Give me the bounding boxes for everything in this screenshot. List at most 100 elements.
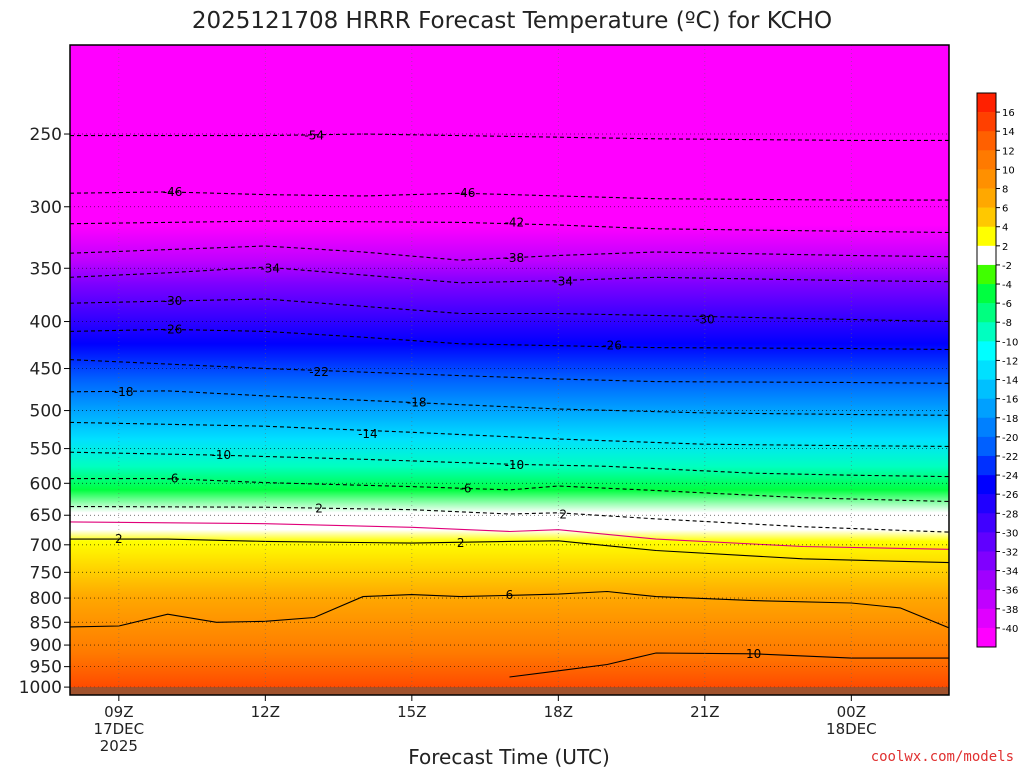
colorbar-swatch bbox=[977, 417, 996, 438]
isotherm-line bbox=[70, 245, 949, 261]
contour-label: -14 bbox=[358, 427, 378, 441]
y-tick-label: 950 bbox=[30, 658, 62, 678]
contour-label: 10 bbox=[746, 647, 761, 661]
colorbar-label: 6 bbox=[1002, 204, 1008, 215]
colorbar-swatch bbox=[977, 131, 996, 151]
colorbar-swatch bbox=[977, 150, 996, 170]
isotherm-line bbox=[70, 590, 949, 629]
y-tick-label: 450 bbox=[30, 360, 62, 380]
colorbar: 16 14 12 10 8 6 4 2 -2 -4 -6 -8 -10 -12 -14 -16 -18 -20 -2… bbox=[976, 92, 1018, 648]
colorbar-swatch bbox=[977, 379, 996, 399]
temperature-field bbox=[70, 45, 949, 695]
contour-label: -30 bbox=[695, 313, 715, 327]
colorbar-label: -14 bbox=[1002, 376, 1018, 387]
colorbar-label: -36 bbox=[1002, 586, 1018, 597]
colorbar-swatch bbox=[977, 570, 996, 590]
x-tick-label: 12Z bbox=[251, 703, 280, 721]
y-tick-label: 400 bbox=[30, 313, 62, 333]
colorbar-label: -30 bbox=[1002, 528, 1018, 539]
contour-label: 2 bbox=[559, 508, 567, 522]
y-tick-label: 350 bbox=[30, 259, 62, 279]
colorbar-swatch bbox=[977, 188, 996, 208]
colorbar-swatch bbox=[977, 303, 996, 323]
isotherm-line bbox=[70, 266, 949, 284]
contour-label: 6 bbox=[506, 588, 514, 602]
colorbar-label: 14 bbox=[1002, 127, 1015, 138]
x-tick-label: 00Z bbox=[837, 703, 866, 721]
contour-label: -6 bbox=[460, 482, 472, 496]
colorbar-label: -20 bbox=[1002, 433, 1018, 444]
colorbar-swatch bbox=[977, 112, 996, 132]
colorbar-label: -2 bbox=[1002, 261, 1012, 272]
colorbar-label: -6 bbox=[1002, 299, 1012, 310]
colorbar-swatch bbox=[977, 589, 996, 610]
y-tick-label: 800 bbox=[30, 589, 62, 609]
contour-label: -18 bbox=[407, 396, 427, 410]
contour-label: -6 bbox=[167, 472, 179, 486]
colorbar-label: 16 bbox=[1002, 108, 1015, 119]
isotherm-line bbox=[70, 390, 949, 416]
contour-label: -42 bbox=[505, 215, 525, 229]
isotherm-line bbox=[70, 521, 949, 550]
colorbar-swatch bbox=[977, 226, 996, 247]
colorbar-label: -40 bbox=[1002, 624, 1018, 635]
isotherm-line bbox=[70, 451, 949, 478]
contour-label: -54 bbox=[304, 129, 324, 143]
y-tick-label: 750 bbox=[30, 563, 62, 583]
isotherm-group bbox=[70, 133, 949, 678]
colorbar-label: 12 bbox=[1002, 146, 1015, 157]
colorbar-swatch bbox=[977, 284, 996, 304]
plot-frame bbox=[69, 44, 950, 696]
colorbar-label: -28 bbox=[1002, 509, 1018, 520]
y-tick-label: 250 bbox=[30, 125, 62, 145]
x-tick-label: 17DEC bbox=[94, 720, 145, 738]
ground-below-surface bbox=[70, 687, 949, 695]
x-tick-label: 15Z bbox=[397, 703, 426, 721]
colorbar-label: -22 bbox=[1002, 452, 1018, 463]
colorbar-swatch bbox=[977, 455, 996, 476]
colorbar-label: -10 bbox=[1002, 337, 1018, 348]
plot-area: -54 -46 -46 -42 -38 -34 -34 -30 -30 -26 -26 -22 -18 -… bbox=[70, 45, 949, 695]
colorbar-label: 4 bbox=[1002, 223, 1008, 234]
x-tick-label: 2025 bbox=[100, 737, 138, 755]
colorbar-label: -4 bbox=[1002, 280, 1012, 291]
colorbar-frame bbox=[976, 92, 997, 648]
contour-label: -34 bbox=[260, 261, 280, 275]
contour-label: 2 bbox=[115, 532, 123, 546]
y-tick-label: 300 bbox=[30, 198, 62, 218]
colorbar-label: -12 bbox=[1002, 356, 1018, 367]
x-axis-label: Forecast Time (UTC) bbox=[408, 745, 610, 768]
y-tick-label: 650 bbox=[30, 506, 62, 526]
contour-label: -46 bbox=[163, 185, 183, 199]
colorbar-swatch bbox=[977, 627, 996, 648]
chart-title: 2025121708 HRRR Forecast Temperature (ºC… bbox=[192, 8, 832, 34]
colorbar-swatch bbox=[977, 475, 996, 495]
y-tick-label: 500 bbox=[30, 402, 62, 422]
isotherm-line bbox=[70, 298, 949, 323]
contour-label: -46 bbox=[456, 186, 476, 200]
isotherm-line bbox=[70, 359, 949, 384]
contour-label: -18 bbox=[114, 385, 134, 399]
x-tick-label: 18Z bbox=[544, 703, 573, 721]
contour-label: -30 bbox=[163, 294, 183, 308]
contour-label: -26 bbox=[602, 339, 622, 353]
colorbar-label: -18 bbox=[1002, 414, 1018, 425]
y-tick-label: 1000 bbox=[19, 678, 62, 698]
y-tick-label: 850 bbox=[30, 613, 62, 633]
x-tick-label: 21Z bbox=[690, 703, 719, 721]
colorbar-label: 8 bbox=[1002, 185, 1008, 196]
contour-label: -38 bbox=[505, 251, 525, 265]
colorbar-swatch bbox=[977, 513, 996, 533]
isotherm-line bbox=[70, 191, 949, 201]
contour-label: -10 bbox=[505, 458, 525, 472]
contour-label: -26 bbox=[163, 322, 183, 336]
colorbar-label: -32 bbox=[1002, 547, 1018, 558]
colorbar-label: 10 bbox=[1002, 165, 1015, 176]
colorbar-label: 2 bbox=[1002, 242, 1008, 253]
contour-label: -22 bbox=[309, 365, 329, 379]
colorbar-swatch bbox=[977, 436, 996, 457]
y-tick-label: 600 bbox=[30, 474, 62, 494]
contour-label: -34 bbox=[553, 275, 573, 289]
